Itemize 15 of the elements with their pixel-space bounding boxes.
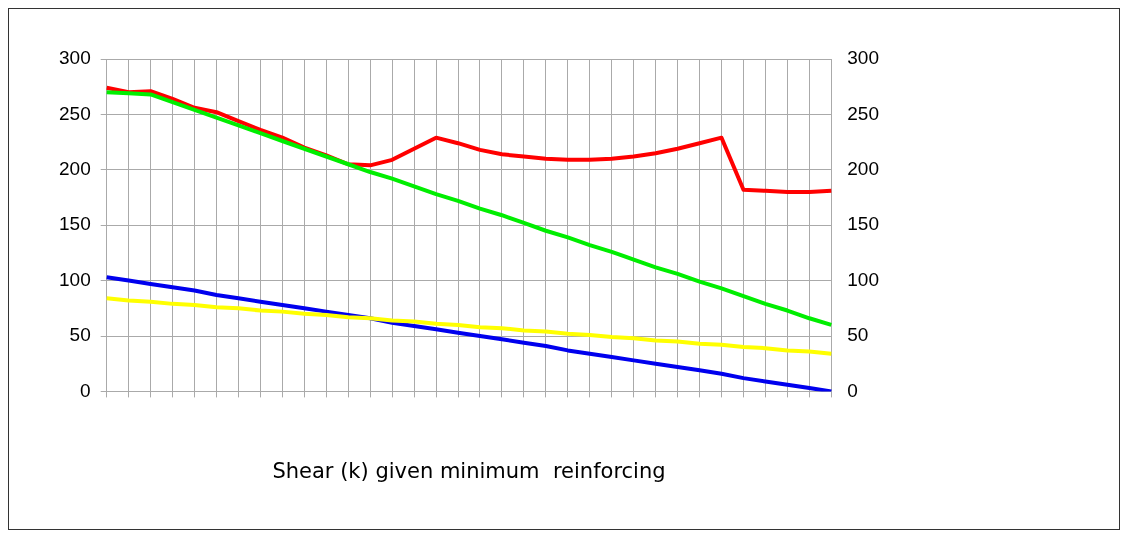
y2-tick-label: 150 [847,213,879,235]
x-axis-title: Shear (k) given minimum reinforcing [272,458,666,483]
y2-tick-label: 0 [847,379,858,401]
y-tick-label: 50 [69,324,91,346]
y2-tick-label: 200 [847,158,879,180]
y-tick-label: 0 [80,379,91,401]
y2-tick-label: 300 [847,47,879,69]
y-tick-label: 100 [59,268,91,290]
y-tick-label: 250 [59,102,91,124]
y-tick-label: 300 [59,47,91,69]
y-tick-label: 150 [59,213,91,235]
y-tick-label: 200 [59,158,91,180]
y2-tick-label: 50 [847,324,869,346]
y2-tick-label: 250 [847,102,879,124]
y2-tick-label: 100 [847,268,879,290]
